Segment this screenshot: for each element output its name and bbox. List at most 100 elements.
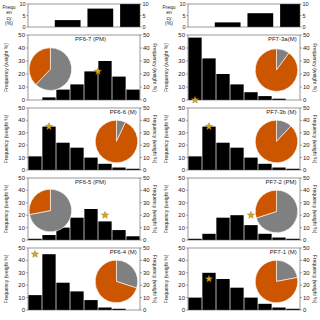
tick-label: 10 [18, 295, 25, 301]
tick-label: 10 [179, 1, 185, 7]
axis-label: Frequency (weight %) [163, 114, 169, 163]
tick [300, 248, 302, 249]
tick-label: 5 [143, 13, 146, 19]
pie [255, 49, 298, 92]
tick [27, 27, 29, 28]
panel-title: PF6-4 (M) [110, 249, 137, 255]
tick-label: 20 [303, 71, 310, 77]
tick [186, 145, 188, 146]
bar [42, 127, 55, 170]
bar [87, 9, 113, 27]
bar [126, 236, 139, 240]
tick [186, 202, 188, 203]
star-marker [247, 211, 254, 218]
tick [186, 178, 188, 179]
tick-label: 40 [178, 117, 185, 123]
panel: 0102030405001020304050Frequency (weight … [163, 175, 318, 243]
bar [230, 148, 243, 170]
bar [28, 156, 41, 170]
axis-label-line: (%) [5, 20, 13, 26]
tick [140, 178, 142, 179]
tick [140, 108, 142, 109]
tick-label: 5 [182, 13, 185, 19]
bar [188, 38, 201, 100]
axis-label: Frequency (weight %) [152, 185, 158, 234]
tick [300, 240, 302, 241]
bar [70, 291, 83, 310]
tick [26, 260, 28, 261]
bar [202, 234, 215, 240]
bar [272, 168, 285, 170]
tick-label: 10 [143, 84, 150, 90]
tick-label: 10 [178, 225, 185, 231]
tick [186, 215, 188, 216]
bar [56, 283, 69, 310]
bar [42, 97, 55, 100]
tick [300, 145, 302, 146]
tick [26, 132, 28, 133]
tick-label: 0 [303, 237, 307, 243]
bars [55, 4, 140, 27]
tick [186, 285, 188, 286]
tick-label: 50 [143, 245, 150, 251]
tick-label: 20 [143, 212, 150, 218]
figure: 05100510Frequency(%)01020304050010203040… [0, 0, 320, 320]
tick-label: 0 [182, 97, 186, 103]
tick-label: 30 [303, 58, 310, 64]
tick [186, 100, 188, 101]
tick-label: 40 [143, 187, 150, 193]
tick-label: 30 [143, 58, 150, 64]
tick [300, 157, 302, 158]
tick-label: 30 [143, 200, 150, 206]
tick [186, 87, 188, 88]
tick [140, 15, 142, 16]
tick [26, 48, 28, 49]
star-marker [205, 123, 212, 130]
bar [230, 215, 243, 240]
tick [186, 227, 188, 228]
tick-label: 40 [178, 45, 185, 51]
tick-label: 10 [143, 295, 150, 301]
tick-label: 0 [22, 24, 25, 30]
tick [140, 310, 142, 311]
pie-slice [95, 260, 137, 303]
tick-label: 30 [303, 200, 310, 206]
bar [258, 304, 271, 310]
tick-label: 50 [178, 105, 185, 111]
tick [186, 240, 188, 241]
tick [140, 240, 142, 241]
panel: 0102030405001020304050Frequency (weight … [163, 105, 318, 173]
tick [26, 35, 28, 36]
tick-label: 50 [303, 245, 310, 251]
tick [300, 74, 302, 75]
bar [112, 168, 125, 170]
tick [186, 157, 188, 158]
tick-label: 0 [22, 237, 26, 243]
bar [56, 143, 69, 170]
tick [140, 132, 142, 133]
tick-label: 50 [143, 175, 150, 181]
tick [300, 202, 302, 203]
axis-label: Frequency (weight %) [312, 255, 318, 304]
tick [26, 215, 28, 216]
bar [84, 158, 97, 170]
tick [26, 227, 28, 228]
tick [186, 132, 188, 133]
tick [300, 272, 302, 273]
panel-title: PF6-5 (PM) [75, 179, 106, 185]
tick-label: 30 [178, 58, 185, 64]
tick [300, 170, 302, 171]
tick-label: 20 [143, 282, 150, 288]
bar [70, 218, 83, 240]
tick-label: 40 [178, 257, 185, 263]
plot-frame [28, 108, 140, 170]
bar [258, 234, 271, 240]
tick [140, 157, 142, 158]
tick [186, 108, 188, 109]
tick-label: 0 [182, 167, 186, 173]
tick [300, 227, 302, 228]
axis-label: Frequency (weight %) [152, 43, 158, 92]
axis-label: Frequency (weight %) [163, 43, 169, 92]
tick [187, 4, 189, 5]
tick-label: 20 [18, 212, 25, 218]
